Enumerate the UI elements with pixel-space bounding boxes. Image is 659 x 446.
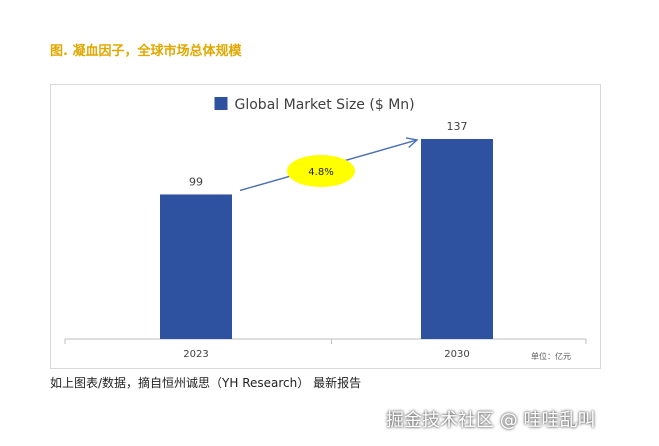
- bar-2030: [421, 138, 493, 339]
- unit-note: 单位：亿元: [531, 351, 571, 361]
- x-tick-label-2023: 2023: [183, 349, 208, 360]
- data-label-2023: 99: [189, 175, 203, 188]
- x-tick-label-2030: 2030: [444, 349, 469, 360]
- bar-2023: [160, 194, 232, 339]
- legend-swatch: [214, 97, 228, 110]
- data-label-2030: 137: [447, 120, 468, 133]
- bar-chart: Global Market Size ($ Mn) 99 2023 137 2030 单位…: [64, 97, 587, 361]
- figure-title: 图. 凝血因子，全球市场总体规模: [50, 44, 242, 59]
- growth-arrow-head: [405, 137, 419, 149]
- source-caption: 如上图表/数据，摘自恒州诚思（YH Research） 最新报告: [50, 376, 362, 390]
- growth-annotation-bubble: [287, 155, 355, 187]
- legend-label: Global Market Size ($ Mn): [235, 97, 415, 113]
- watermark: 掘金技术社区 @ 哇哇乱叫: [386, 410, 596, 431]
- growth-annotation-label: 4.8%: [308, 167, 333, 178]
- chart-frame: Global Market Size ($ Mn) 99 2023 137 2030 单位…: [50, 84, 601, 369]
